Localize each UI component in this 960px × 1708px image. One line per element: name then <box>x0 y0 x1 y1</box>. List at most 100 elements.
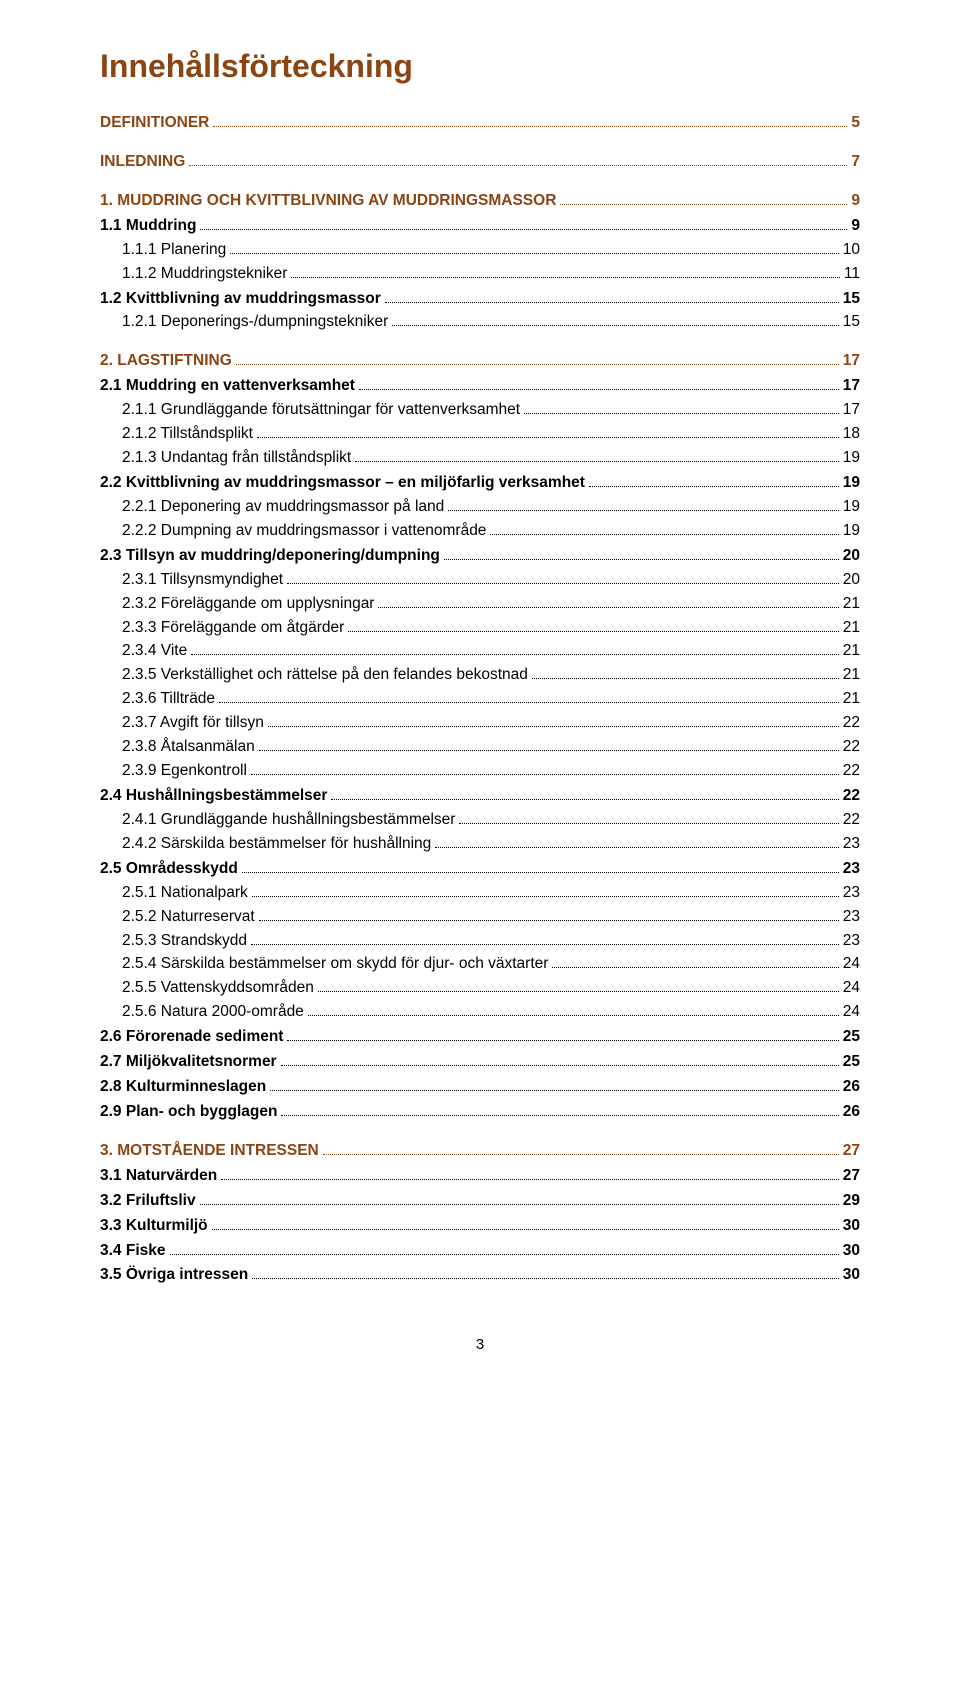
toc-entry-pagenum: 23 <box>843 907 860 928</box>
toc-entry-label: 2.5.3 Strandskydd <box>122 931 247 952</box>
toc-entry-label: 3.1 Naturvärden <box>100 1166 217 1187</box>
toc-entry-label: 2.1.3 Undantag från tillståndsplikt <box>122 448 351 469</box>
toc-entry-dots <box>259 920 839 921</box>
toc-entry-dots <box>378 607 838 608</box>
toc-entry-dots <box>318 991 839 992</box>
toc-entry-dots <box>392 325 839 326</box>
toc-entry-pagenum: 9 <box>851 191 860 212</box>
toc-entry-label: INLEDNING <box>100 152 185 173</box>
toc-entry-dots <box>257 437 839 438</box>
toc-entry-label: DEFINITIONER <box>100 113 209 134</box>
toc-entry: 3.3 Kulturmiljö30 <box>100 1216 860 1237</box>
toc-entry-label: 2.3.2 Föreläggande om upplysningar <box>122 594 374 615</box>
toc-entry: 2.3 Tillsyn av muddring/deponering/dumpn… <box>100 546 860 567</box>
toc-entry-dots <box>552 967 838 968</box>
toc-entry-dots <box>252 1278 839 1279</box>
toc-entry-label: 2.1.2 Tillståndsplikt <box>122 424 253 445</box>
toc-entry-pagenum: 23 <box>843 931 860 952</box>
toc-entry-dots <box>259 750 839 751</box>
toc-entry-dots <box>331 799 838 800</box>
toc-entry-pagenum: 22 <box>843 737 860 758</box>
toc-entry-pagenum: 5 <box>851 113 860 134</box>
toc-entry-label: 2.6 Förorenade sediment <box>100 1027 283 1048</box>
toc-entry-label: 3. MOTSTÅENDE INTRESSEN <box>100 1141 319 1162</box>
toc-entry: 2.3.9 Egenkontroll 22 <box>100 761 860 782</box>
toc-entry-pagenum: 21 <box>843 665 860 686</box>
toc-entry-label: 2.7 Miljökvalitetsnormer <box>100 1052 277 1073</box>
toc-entry-label: 2.5 Områdesskydd <box>100 859 238 880</box>
toc-entry-pagenum: 15 <box>843 312 860 333</box>
toc-entry: 2.3.4 Vite21 <box>100 641 860 662</box>
toc-entry-pagenum: 19 <box>843 448 860 469</box>
toc-entry: 2.1.2 Tillståndsplikt 18 <box>100 424 860 445</box>
toc-entry-dots <box>444 559 839 560</box>
toc-entry-pagenum: 9 <box>851 216 860 237</box>
toc-entry-pagenum: 22 <box>843 786 860 807</box>
toc-entry-dots <box>490 534 838 535</box>
toc-entry-dots <box>281 1065 839 1066</box>
toc-entry-pagenum: 7 <box>851 152 860 173</box>
toc-entry-label: 1.2 Kvittblivning av muddringsmassor <box>100 289 381 310</box>
toc-entry-label: 2.3.1 Tillsynsmyndighet <box>122 570 283 591</box>
toc-entry-label: 2.5.1 Nationalpark <box>122 883 248 904</box>
toc-entry: 2.2.1 Deponering av muddringsmassor på l… <box>100 497 860 518</box>
toc-entry-dots <box>200 229 847 230</box>
toc-entry: DEFINITIONER 5 <box>100 113 860 134</box>
toc-entry: 2.4 Hushållningsbestämmelser 22 <box>100 786 860 807</box>
toc-entry-pagenum: 30 <box>843 1265 860 1286</box>
toc-entry-label: 2.4 Hushållningsbestämmelser <box>100 786 327 807</box>
toc-entry-dots <box>213 126 847 127</box>
toc-entry-pagenum: 26 <box>843 1102 860 1123</box>
toc-entry-label: 3.5 Övriga intressen <box>100 1265 248 1286</box>
toc-entry: 1.1.2 Muddringstekniker11 <box>100 264 860 285</box>
toc-entry-pagenum: 20 <box>843 570 860 591</box>
toc-entry-label: 2.9 Plan- och bygglagen <box>100 1102 277 1123</box>
toc-entry-pagenum: 18 <box>843 424 860 445</box>
toc-entry-dots <box>385 302 839 303</box>
toc-entry-label: 1. MUDDRING OCH KVITTBLIVNING AV MUDDRIN… <box>100 191 556 212</box>
toc-entry-label: 3.2 Friluftsliv <box>100 1191 196 1212</box>
toc-entry-dots <box>251 944 839 945</box>
toc-entry-label: 3.3 Kulturmiljö <box>100 1216 208 1237</box>
toc-entry: 2.1.1 Grundläggande förutsättningar för … <box>100 400 860 421</box>
toc-entry-label: 2.3 Tillsyn av muddring/deponering/dumpn… <box>100 546 440 567</box>
toc-entry-dots <box>435 847 838 848</box>
toc-entry-dots <box>560 204 847 205</box>
toc-entry-dots <box>251 774 839 775</box>
toc-entry: 3.2 Friluftsliv 29 <box>100 1191 860 1212</box>
toc-entry-label: 2.4.2 Särskilda bestämmelser för hushåll… <box>122 834 431 855</box>
toc-entry-dots <box>252 896 839 897</box>
toc-entry-dots <box>589 486 839 487</box>
toc-entry-label: 2.5.2 Naturreservat <box>122 907 255 928</box>
toc-entry: 2.5.5 Vattenskyddsområden24 <box>100 978 860 999</box>
toc-entry-dots <box>281 1115 838 1116</box>
toc-entry: 1.1 Muddring9 <box>100 216 860 237</box>
toc-entry-pagenum: 22 <box>843 761 860 782</box>
toc-entry: 2.6 Förorenade sediment25 <box>100 1027 860 1048</box>
toc-entry-dots <box>308 1015 839 1016</box>
toc-entry-pagenum: 24 <box>843 954 860 975</box>
toc-entry-pagenum: 26 <box>843 1077 860 1098</box>
toc-entry-pagenum: 29 <box>843 1191 860 1212</box>
toc-entry: 2.3.3 Föreläggande om åtgärder21 <box>100 618 860 639</box>
toc-entry: 2.5.1 Nationalpark23 <box>100 883 860 904</box>
toc-entry: 2.5.3 Strandskydd 23 <box>100 931 860 952</box>
document-page: Innehållsförteckning DEFINITIONER 5 INLEDN… <box>0 0 960 1393</box>
toc-entry-label: 2.3.4 Vite <box>122 641 187 662</box>
toc-entry: 2.7 Miljökvalitetsnormer25 <box>100 1052 860 1073</box>
toc-entry-pagenum: 19 <box>843 497 860 518</box>
toc-entry: 2.5.4 Särskilda bestämmelser om skydd fö… <box>100 954 860 975</box>
toc-entry: 2.3.8 Åtalsanmälan22 <box>100 737 860 758</box>
document-title: Innehållsförteckning <box>100 48 860 85</box>
toc-entry-label: 2.5.4 Särskilda bestämmelser om skydd fö… <box>122 954 548 975</box>
toc-entry: 2.1 Muddring en vattenverksamhet17 <box>100 376 860 397</box>
toc-entry-label: 2. LAGSTIFTNING <box>100 351 232 372</box>
toc-entry-pagenum: 19 <box>843 521 860 542</box>
toc-entry: 2. LAGSTIFTNING17 <box>100 351 860 372</box>
toc-entry-dots <box>532 678 839 679</box>
toc-entry-label: 2.3.9 Egenkontroll <box>122 761 247 782</box>
toc-entry: 2.3.6 Tillträde21 <box>100 689 860 710</box>
toc-entry-pagenum: 21 <box>843 594 860 615</box>
toc-entry-label: 2.5.6 Natura 2000-område <box>122 1002 304 1023</box>
toc-entry: 2.4.2 Särskilda bestämmelser för hushåll… <box>100 834 860 855</box>
